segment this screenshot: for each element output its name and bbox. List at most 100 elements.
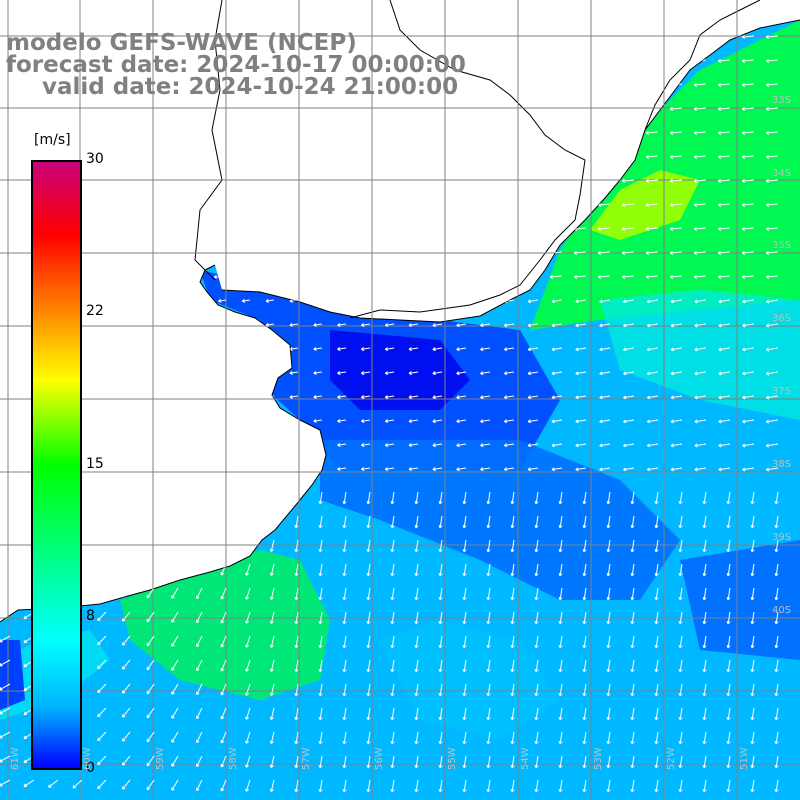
wind-arrow [669, 250, 683, 255]
wind-arrow [750, 755, 755, 769]
wind-arrow [750, 731, 755, 745]
wind-arrow [342, 587, 347, 601]
wind-arrow [534, 563, 539, 577]
wind-arrow [462, 755, 467, 769]
wind-arrow [501, 58, 515, 63]
wind-arrow [195, 515, 203, 528]
wind-arrow [195, 659, 203, 672]
wind-arrow [597, 82, 611, 87]
wind-arrow [606, 707, 611, 721]
wind-arrow [142, 11, 154, 14]
wind-arrow [599, 371, 611, 376]
wind-arrow [432, 419, 443, 424]
wind-arrow [742, 299, 755, 304]
wind-arrow [623, 467, 635, 472]
wind-arrow [165, 226, 179, 231]
wind-arrow [438, 563, 443, 577]
wind-arrow [741, 58, 755, 63]
wind-arrow [366, 659, 371, 673]
wind-arrow [599, 443, 611, 448]
wind-arrow [702, 491, 707, 505]
wind-arrow [582, 659, 587, 673]
wind-arrow [693, 82, 707, 87]
wind-arrow [121, 563, 131, 574]
wind-arrow [527, 419, 539, 424]
wind-arrow [630, 611, 635, 625]
wind-arrow [313, 395, 323, 399]
wind-arrow [241, 442, 251, 447]
wind-arrow [366, 587, 371, 601]
wind-arrow [599, 419, 611, 424]
wind-arrow [390, 683, 395, 697]
wind-arrow [195, 491, 203, 504]
wind-arrow [718, 419, 731, 424]
wind-arrow [646, 11, 658, 14]
wind-arrow [269, 563, 275, 577]
wind-arrow [575, 467, 587, 472]
wind-arrow [122, 298, 131, 303]
wind-arrow [121, 779, 131, 790]
wind-arrow [98, 298, 107, 303]
wind-arrow [678, 755, 683, 769]
wind-arrow [669, 58, 683, 63]
wind-arrow [582, 683, 587, 697]
wind-arrow [318, 491, 323, 505]
wind-arrow [194, 466, 203, 471]
wind-arrow [360, 323, 371, 327]
wind-arrow [510, 611, 515, 625]
wind-arrow [438, 539, 443, 553]
wind-arrow [122, 346, 131, 351]
wind-arrow [558, 659, 563, 673]
wind-arrow [630, 731, 635, 745]
wind-arrow [717, 178, 731, 183]
wind-arrow [3, 466, 11, 471]
wind-arrow [717, 202, 731, 207]
wind-arrow [575, 419, 587, 424]
wind-arrow [670, 299, 683, 304]
wind-arrow [765, 467, 779, 472]
wind-arrow [486, 611, 491, 625]
wind-arrow [599, 347, 611, 352]
wind-arrow [646, 347, 659, 352]
wind-arrow [486, 491, 491, 505]
wind-arrow [121, 707, 131, 718]
wind-arrow [501, 130, 515, 135]
colorbar-unit: [m/s] [34, 132, 71, 148]
wind-arrow [510, 755, 515, 769]
wind-arrow [534, 707, 539, 721]
wind-arrow [318, 779, 323, 793]
wind-arrow [366, 539, 371, 553]
wind-arrow [606, 683, 611, 697]
wind-arrow [390, 731, 395, 745]
wind-arrow [462, 731, 467, 745]
wind-arrow [510, 707, 515, 721]
wind-arrow [678, 683, 683, 697]
wind-arrow [384, 371, 395, 375]
wind-arrow [765, 371, 779, 376]
wind-arrow [384, 419, 395, 423]
wind-arrow [669, 226, 683, 231]
wind-arrow [146, 659, 155, 671]
wind-arrow [0, 635, 11, 643]
wind-arrow [718, 395, 731, 400]
wind-arrow [414, 683, 419, 697]
wind-arrow [503, 347, 515, 352]
wind-arrow [220, 539, 227, 552]
wind-arrow [337, 395, 347, 399]
wind-arrow [121, 755, 131, 766]
wind-arrow [558, 563, 563, 577]
wind-arrow [599, 467, 611, 472]
wind-arrow [313, 443, 323, 447]
wind-arrow [525, 58, 539, 63]
wind-arrow [390, 779, 395, 793]
wind-arrow [429, 130, 443, 135]
wind-arrow [390, 635, 395, 649]
wind-arrow [750, 659, 755, 673]
wind-arrow [171, 755, 179, 767]
wind-arrow [93, 202, 107, 207]
wind-arrow [384, 443, 395, 447]
wind-arrow [269, 779, 275, 793]
lon-label: 55W [447, 747, 458, 770]
wind-arrow [717, 106, 731, 111]
wind-arrow [765, 34, 779, 39]
